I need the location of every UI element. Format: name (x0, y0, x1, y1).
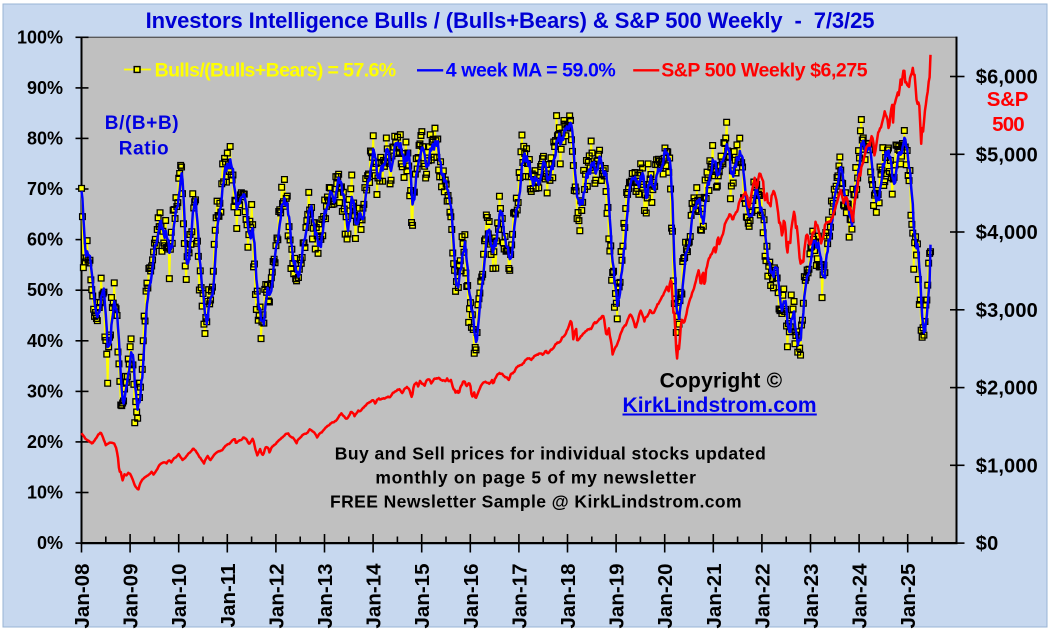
svg-text:Jan-13: Jan-13 (314, 564, 337, 629)
svg-text:$2,000: $2,000 (976, 378, 1038, 400)
svg-text:Jan-12: Jan-12 (265, 564, 288, 629)
svg-text:Jan-16: Jan-16 (460, 564, 483, 629)
svg-text:$6,000: $6,000 (976, 67, 1038, 89)
svg-text:Jan-20: Jan-20 (654, 564, 677, 629)
svg-text:10%: 10% (27, 483, 63, 503)
svg-text:Jan-23: Jan-23 (800, 564, 823, 629)
svg-text:Jan-22: Jan-22 (751, 564, 774, 629)
svg-text:Jan-21: Jan-21 (703, 564, 726, 629)
svg-text:S&P 500 Weekly $6,275: S&P 500 Weekly $6,275 (661, 59, 868, 81)
svg-text:0%: 0% (37, 533, 63, 553)
svg-text:30%: 30% (27, 381, 63, 401)
svg-text:Jan-25: Jan-25 (897, 564, 920, 629)
svg-text:90%: 90% (27, 78, 63, 98)
svg-text:$1,000: $1,000 (976, 455, 1038, 477)
svg-text:Jan-09: Jan-09 (120, 564, 143, 629)
svg-text:Buy and Sell prices for indivi: Buy and Sell prices for individual stock… (335, 444, 766, 464)
svg-text:80%: 80% (27, 128, 63, 148)
svg-text:50%: 50% (27, 280, 63, 300)
svg-text:Bulls/(Bulls+Bears) = 57.6%: Bulls/(Bulls+Bears) = 57.6% (155, 59, 396, 81)
svg-text:70%: 70% (27, 179, 63, 199)
svg-text:Jan-11: Jan-11 (217, 564, 240, 628)
svg-text:$3,000: $3,000 (976, 300, 1038, 322)
svg-text:B/(B+B): B/(B+B) (105, 113, 179, 134)
svg-text:Jan-17: Jan-17 (508, 564, 531, 629)
svg-text:KirkLindstrom.com: KirkLindstrom.com (622, 394, 816, 417)
svg-text:Copyright ©: Copyright © (660, 370, 783, 393)
svg-text:$0: $0 (976, 533, 999, 555)
svg-text:40%: 40% (27, 331, 63, 351)
svg-text:Ratio: Ratio (119, 139, 170, 160)
svg-text:$4,000: $4,000 (976, 222, 1038, 244)
svg-text:Investors Intelligence Bulls /: Investors Intelligence Bulls / (Bulls+Be… (146, 8, 875, 33)
svg-text:monthly on page 5 of my newsle: monthly on page 5 of my newsletter (375, 468, 696, 488)
svg-text:500: 500 (992, 113, 1024, 136)
svg-text:FREE Newsletter Sample @ KirkL: FREE Newsletter Sample @ KirkLindstrom.c… (330, 492, 742, 512)
svg-text:100%: 100% (17, 27, 63, 47)
svg-text:4 week MA = 59.0%: 4 week MA = 59.0% (446, 59, 616, 81)
svg-text:Jan-08: Jan-08 (71, 564, 94, 629)
svg-text:Jan-24: Jan-24 (849, 563, 872, 629)
svg-text:Jan-19: Jan-19 (606, 564, 629, 629)
svg-text:Jan-15: Jan-15 (411, 564, 434, 629)
svg-text:Jan-10: Jan-10 (168, 564, 191, 629)
svg-text:60%: 60% (27, 230, 63, 250)
svg-text:$5,000: $5,000 (976, 144, 1038, 166)
svg-text:S&P: S&P (987, 88, 1028, 111)
svg-text:Jan-18: Jan-18 (557, 564, 580, 629)
svg-text:20%: 20% (27, 432, 63, 452)
svg-text:Jan-14: Jan-14 (363, 563, 386, 629)
